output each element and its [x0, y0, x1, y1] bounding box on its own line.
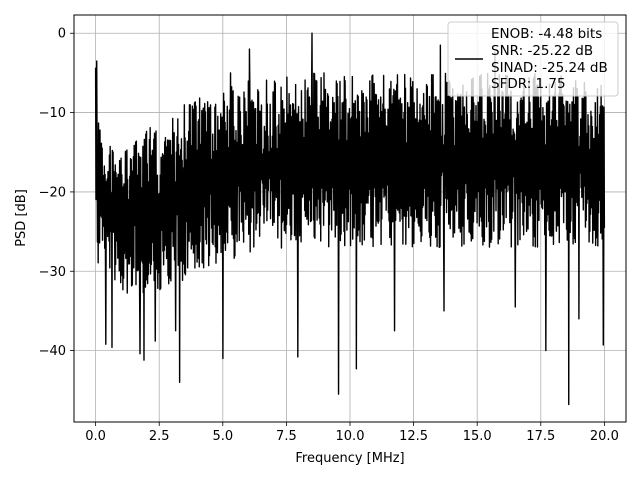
x-tick-label: 12.5 — [399, 429, 428, 444]
legend: ENOB: -4.48 bits SNR: -25.22 dB SINAD: -… — [447, 21, 619, 97]
y-tick-label: −20 — [39, 185, 66, 200]
y-axis-ticks: 0 −10 −20 −30 −40 — [39, 27, 74, 359]
legend-entry-sfdr: SFDR: 1.75 — [491, 76, 566, 92]
legend-box — [447, 21, 619, 97]
x-axis-label: Frequency [MHz] — [295, 451, 404, 466]
x-tick-label: 10.0 — [336, 429, 365, 444]
legend-entry-enob: ENOB: -4.48 bits — [491, 26, 602, 42]
x-axis-ticks: 0.0 2.5 5.0 7.5 10.0 12.5 15.0 17.5 20.0 — [85, 422, 619, 444]
x-tick-label: 5.0 — [212, 429, 233, 444]
legend-entry-snr: SNR: -25.22 dB — [491, 43, 593, 59]
x-tick-label: 0.0 — [85, 429, 106, 444]
y-tick-label: 0 — [58, 27, 66, 42]
plot-area — [94, 32, 606, 406]
y-tick-label: −10 — [39, 106, 66, 121]
x-tick-label: 17.5 — [526, 429, 555, 444]
legend-entry-sinad: SINAD: -25.24 dB — [491, 60, 608, 76]
y-tick-label: −30 — [39, 265, 66, 280]
x-tick-label: 15.0 — [463, 429, 492, 444]
psd-series-line — [94, 32, 606, 406]
y-tick-label: −40 — [39, 344, 66, 359]
x-tick-label: 20.0 — [590, 429, 619, 444]
y-axis-label: PSD [dB] — [14, 189, 29, 247]
x-tick-label: 2.5 — [149, 429, 170, 444]
x-tick-label: 7.5 — [276, 429, 297, 444]
